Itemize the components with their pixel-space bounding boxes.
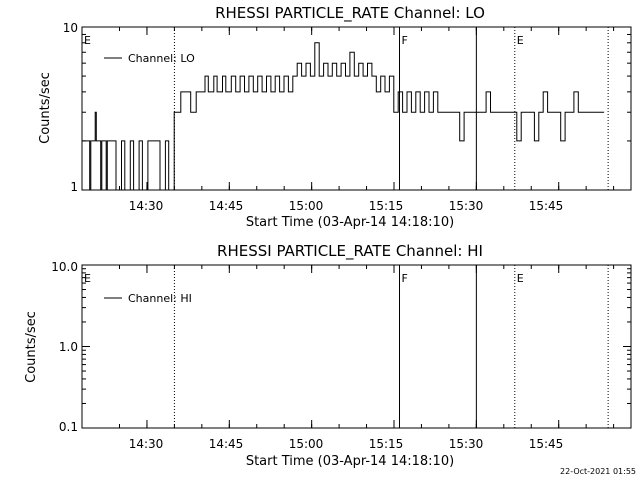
y-tick-label-10: 10 [63,21,78,35]
x-tick-label-1500-hi: 15:00 [289,437,324,451]
x-tick-labels-lo: 14:30 14:45 15:00 15:15 15:30 15:45 [129,199,564,213]
event-marker-label: E [517,34,524,47]
event-marker-label: E [84,272,91,285]
y-axis-label-lo: Counts/sec [38,72,53,144]
y-tick-label-1: 1 [70,180,78,194]
x-tick-label-1445-hi: 14:45 [209,437,244,451]
y-axis-label-hi: Counts/sec [24,311,39,383]
panel-lo: RHESSI PARTICLE_RATE Channel: LO Start T… [38,4,632,230]
x-tick-label-1430-hi: 14:30 [129,437,164,451]
y-tick-label-10.0: 10.0 [51,260,78,274]
x-tick-label-1545: 15:45 [529,199,564,213]
x-tick-labels-hi: 14:30 14:45 15:00 15:15 15:30 15:45 [129,437,564,451]
y-tick-label-1.0: 1.0 [59,340,78,354]
x-tick-label-1430: 14:30 [129,199,164,213]
x-tick-label-1500: 15:00 [289,199,324,213]
plot-frame-hi [81,264,632,429]
x-tick-label-1530: 15:30 [449,199,484,213]
legend-label-hi: Channel: HI [128,292,192,305]
panel-hi: RHESSI PARTICLE_RATE Channel: HI Start T… [24,242,632,469]
series-line-lo [82,42,605,191]
x-tick-label-1515: 15:15 [369,199,404,213]
event-marker-label: F [402,34,408,47]
chart-title-hi: RHESSI PARTICLE_RATE Channel: HI [217,242,483,261]
x-axis-label-hi: Start Time (03-Apr-14 14:18:10) [246,454,454,469]
y-tick-label-0.1: 0.1 [59,420,78,434]
event-marker-label: E [84,34,91,47]
event-marker-label: E [517,272,524,285]
x-tick-label-1530-hi: 15:30 [449,437,484,451]
x-tick-label-1545-hi: 15:45 [529,437,564,451]
legend-label-lo: Channel: LO [128,52,195,65]
chart-title-lo: RHESSI PARTICLE_RATE Channel: LO [215,4,485,23]
event-marker-label: F [402,272,408,285]
x-axis-label-lo: Start Time (03-Apr-14 14:18:10) [246,215,454,230]
plot-frame-lo [81,26,632,191]
timestamp: 22-Oct-2021 01:55 [560,467,636,476]
axis-ticks-hi [82,264,631,429]
x-tick-label-1515-hi: 15:15 [369,437,404,451]
x-tick-label-1445: 14:45 [209,199,244,213]
